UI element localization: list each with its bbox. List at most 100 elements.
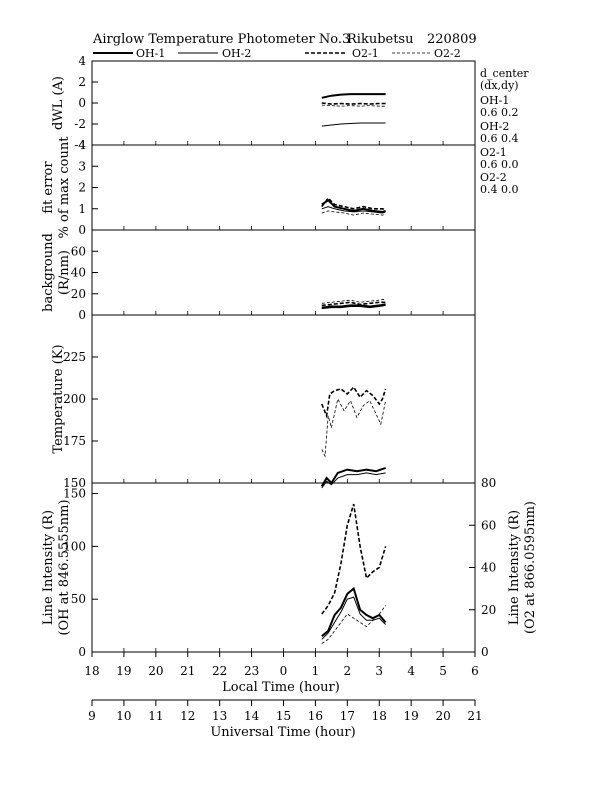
panel-frame-background — [91, 229, 476, 316]
ut-tick-label: 12 — [180, 709, 195, 723]
ytick-label-fiterr: 0 — [78, 223, 86, 237]
legend-label-oh-1: OH-1 — [136, 47, 165, 60]
ytick-label-background: 20 — [71, 287, 86, 301]
ytick-label-temperature: 175 — [63, 434, 86, 448]
legend: OH-1 OH-2 O2-1 O2-2 — [93, 47, 461, 60]
side-info: d_center (dx,dy) OH-1 0.6 0.2 OH-2 0.6 0… — [480, 67, 529, 196]
legend-label-o2-1: O2-1 — [352, 47, 379, 60]
ylabel-intensity: Line Intensity (R) — [41, 510, 56, 625]
ytick-label-intensity: 100 — [63, 539, 86, 553]
ut-tick-label: 10 — [116, 709, 131, 723]
panel-frame-temperature — [91, 314, 476, 484]
chart-title: Airglow Temperature Photometer No.3 — [92, 32, 350, 47]
side-info-name-oh2: OH-2 — [480, 120, 509, 133]
series-oh-1-temperature — [320, 466, 386, 487]
series-o2-1-dwl — [321, 102, 386, 105]
ytick-right-label-intensity: 60 — [481, 518, 496, 532]
side-info-values-o22: 0.4 0.0 — [480, 183, 518, 196]
ytick-label-background: 0 — [78, 308, 86, 322]
ut-tick-label: 14 — [244, 709, 260, 723]
ylabel-background: (R/nm) — [57, 250, 72, 295]
local-tick-label: 21 — [180, 664, 195, 678]
local-tick-label: 6 — [471, 664, 479, 678]
ut-tick-label: 21 — [467, 709, 482, 723]
ut-tick-label: 19 — [404, 709, 419, 723]
panel-dwl: 4 2 0 -2 -4 dWL (A) — [51, 54, 476, 152]
ytick-label-fiterr: 3 — [78, 159, 86, 173]
local-tick-label: 4 — [407, 664, 415, 678]
ut-tick-label: 17 — [340, 709, 355, 723]
panel-temperature: 225 200 175 150 Temperature (K) — [51, 314, 476, 490]
ytick-label-dwl: 0 — [78, 96, 86, 110]
series-oh-1-intensity — [321, 586, 387, 637]
x-axes: 18 19 20 21 22 23 0 1 2 3 4 5 69 10 11 12 13 14 15 16 17 18 19… — [84, 652, 483, 723]
series-o2-1-temperature — [321, 385, 387, 419]
series-o2-2-temperature — [321, 397, 386, 458]
series-o2-1-fiterr — [321, 196, 386, 211]
series-o2-1-intensity — [321, 503, 387, 615]
ytick-right-label-intensity: 40 — [481, 561, 496, 575]
side-info-header1: d_center — [480, 67, 529, 80]
local-time-label: Local Time (hour) — [222, 680, 340, 695]
ytick-right-label-intensity: 20 — [481, 603, 496, 617]
series-oh-1-background — [321, 303, 386, 309]
ytick-label-fiterr: 1 — [78, 202, 86, 216]
universal-time-label: Universal Time (hour) — [210, 725, 355, 740]
side-info-values-o21: 0.6 0.0 — [480, 158, 518, 171]
series-o2-2-background — [321, 298, 386, 304]
ytick-label-dwl: -2 — [74, 117, 86, 131]
side-info-values-oh2: 0.6 0.4 — [480, 132, 518, 145]
ytick-label-fiterr: 4 — [78, 138, 86, 152]
ylabel-background: background — [41, 233, 56, 312]
series-oh-2-intensity — [321, 596, 386, 640]
ytick-label-temperature: 150 — [63, 476, 86, 490]
legend-label-oh-2: OH-2 — [222, 47, 251, 60]
ylabel-intensity: (OH at 846.5555nm) — [57, 499, 72, 635]
ut-tick-label: 9 — [88, 709, 96, 723]
ytick-label-dwl: 2 — [78, 75, 86, 89]
ytick-right-label-intensity: 80 — [481, 476, 496, 490]
series-oh-2-dwl — [321, 122, 386, 127]
ylabel-fiterr: fit error — [41, 161, 56, 214]
side-info-name-o21: O2-1 — [480, 146, 507, 159]
ylabel-right-intensity: Line Intensity (R) — [507, 510, 522, 625]
ut-tick-label: 16 — [308, 709, 323, 723]
series-o2-2-intensity — [321, 605, 386, 644]
local-tick-label: 19 — [116, 664, 131, 678]
series-oh-1-dwl — [321, 93, 386, 99]
series-oh-2-temperature — [321, 472, 386, 489]
side-info-name-o22: O2-2 — [480, 171, 507, 184]
side-info-name-oh1: OH-1 — [480, 94, 509, 107]
chart-station: Rikubetsu — [347, 32, 413, 47]
local-tick-label: 23 — [244, 664, 259, 678]
ylabel-dwl: dWL (A) — [51, 76, 66, 130]
ut-tick-label: 18 — [372, 709, 387, 723]
ut-tick-label: 15 — [276, 709, 291, 723]
series-o2-2-fiterr — [321, 210, 386, 216]
ut-tick-label: 11 — [148, 709, 163, 723]
ut-tick-label: 13 — [212, 709, 227, 723]
ytick-label-fiterr: 2 — [78, 181, 86, 195]
local-tick-label: 3 — [375, 664, 383, 678]
panel-frame-intensity — [91, 482, 476, 653]
ylabel-fiterr: % of max count — [57, 136, 72, 239]
series-o2-1-background — [321, 301, 386, 307]
series-oh-1-fiterr — [321, 199, 386, 213]
ytick-label-intensity: 0 — [78, 645, 86, 659]
ytick-label-dwl: -4 — [74, 138, 86, 152]
ytick-label-temperature: 225 — [63, 350, 86, 364]
ytick-label-background: 40 — [71, 266, 86, 280]
series-oh-2-background — [321, 304, 386, 310]
ytick-right-label-intensity: 0 — [481, 645, 489, 659]
panel-background: 60 40 20 0 background (R/nm) — [41, 229, 476, 322]
local-tick-label: 1 — [312, 664, 320, 678]
series-o2-2-dwl — [321, 104, 386, 107]
ut-tick-label: 20 — [435, 709, 450, 723]
panel-frame-fiterr — [91, 144, 476, 231]
ylabel-temperature: Temperature (K) — [51, 344, 66, 453]
local-tick-label: 2 — [344, 664, 352, 678]
local-tick-label: 22 — [212, 664, 227, 678]
panel-fiterr: 4 3 2 1 0 fit error% of max count — [41, 136, 476, 239]
